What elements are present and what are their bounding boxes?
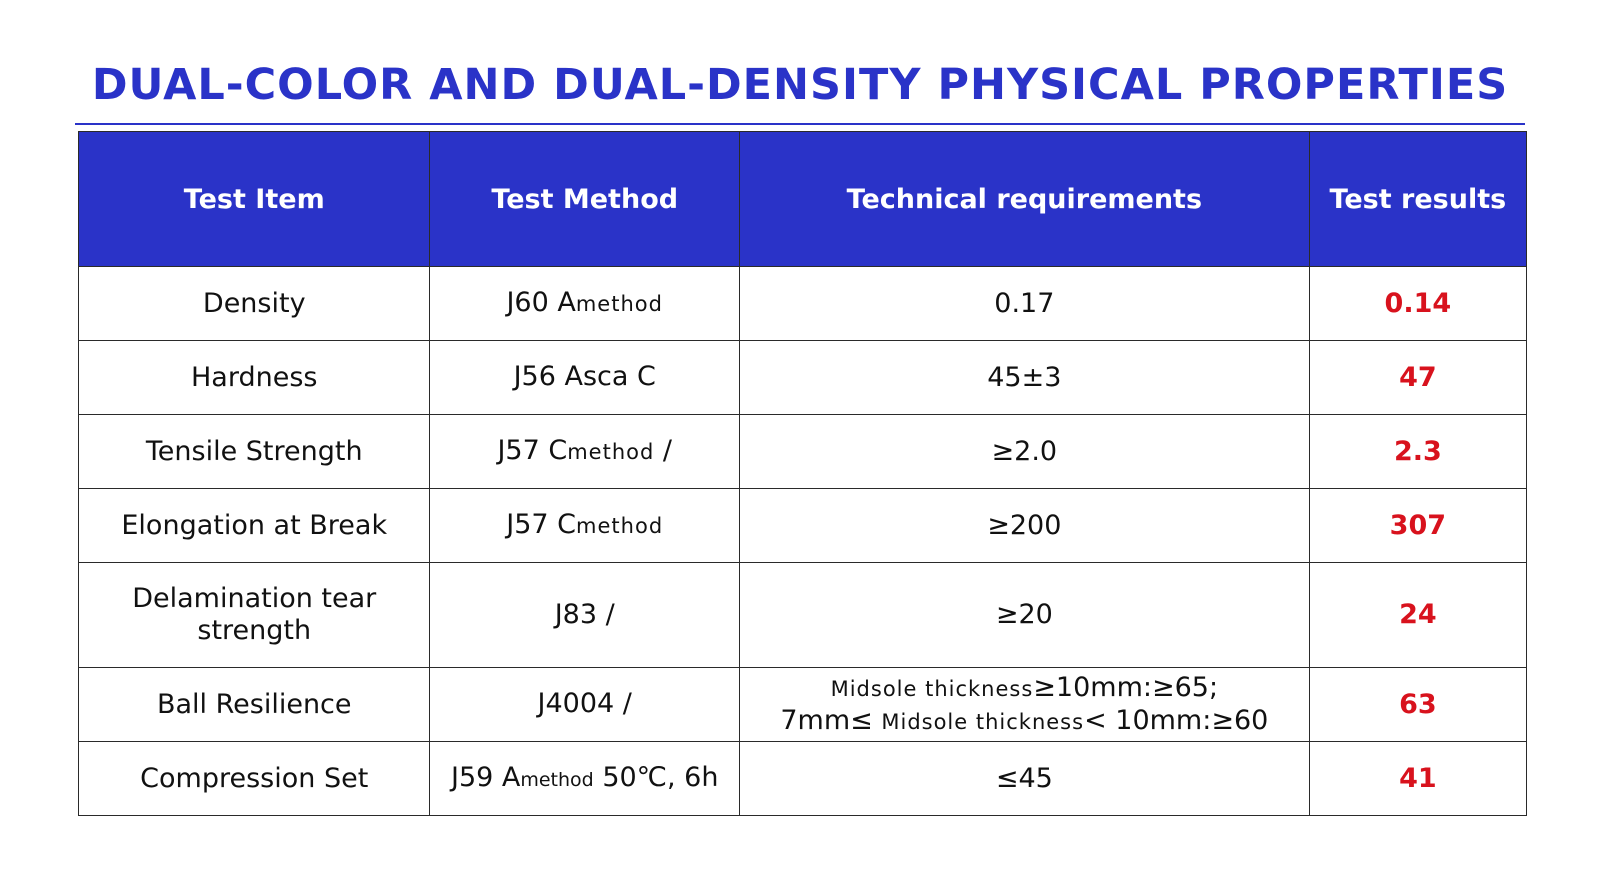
method-main: J57 C — [506, 509, 577, 540]
cell-test-item: Compression Set — [77, 741, 431, 816]
method-sub: method — [576, 514, 664, 538]
table-row: Compression Set J59 Amethod 50℃, 6h ≤45 … — [77, 741, 1528, 816]
cell-test-item: Tensile Strength — [77, 414, 431, 489]
cell-requirement: ≥20 — [738, 562, 1310, 668]
method-tail: / — [654, 435, 672, 466]
cell-test-method: J57 Cmethod — [429, 488, 740, 563]
cell-test-method: J60 Amethod — [429, 266, 740, 341]
requirement-value: ≥10mm:≥65; — [1033, 671, 1219, 703]
cell-requirement: ≤45 — [738, 741, 1310, 816]
header-test-results: Test results — [1308, 131, 1528, 267]
requirement-label: Midsole thickness — [881, 709, 1085, 734]
cell-requirement: 0.17 — [738, 266, 1310, 341]
cell-test-method: J56 Asca C — [429, 340, 740, 415]
table-row: Density J60 Amethod 0.17 0.14 — [77, 266, 1528, 341]
cell-requirement: ≥2.0 — [738, 414, 1310, 489]
method-sub: method — [567, 440, 655, 464]
page-title: DUAL-COLOR AND DUAL-DENSITY PHYSICAL PRO… — [91, 60, 1509, 110]
table-row: Hardness J56 Asca C 45±3 47 — [77, 340, 1528, 415]
properties-table: Test Item Test Method Technical requirem… — [77, 131, 1528, 816]
table-row: Tensile Strength J57 Cmethod / ≥2.0 2.3 — [77, 414, 1528, 489]
method-main: J4004 / — [537, 688, 632, 719]
cell-test-item: Hardness — [77, 340, 431, 415]
header-test-method: Test Method — [429, 131, 740, 267]
requirement-value: < 10mm:≥60 — [1084, 704, 1269, 736]
requirement-prefix: 7mm≤ — [780, 704, 882, 736]
table-row: Elongation at Break J57 Cmethod ≥200 307 — [77, 488, 1528, 563]
table-row: Delamination tear strength J83 / ≥20 24 — [77, 562, 1528, 668]
cell-requirement: ≥200 — [738, 488, 1310, 563]
cell-requirement: 45±3 — [738, 340, 1310, 415]
cell-test-item: Density — [77, 266, 431, 341]
cell-test-method: J57 Cmethod / — [429, 414, 740, 489]
cell-requirement: Midsole thickness≥10mm:≥65; 7mm≤ Midsole… — [738, 667, 1310, 742]
requirement-line-2: 7mm≤ Midsole thickness< 10mm:≥60 — [744, 705, 1305, 738]
cell-result: 41 — [1308, 741, 1528, 816]
method-main: J60 A — [506, 287, 576, 318]
method-sub: method — [575, 292, 663, 316]
method-main: J57 C — [497, 435, 568, 466]
cell-result: 0.14 — [1308, 266, 1528, 341]
cell-result: 2.3 — [1308, 414, 1528, 489]
requirement-label: Midsole thickness — [830, 676, 1034, 701]
cell-result: 63 — [1308, 667, 1528, 742]
cell-result: 307 — [1308, 488, 1528, 563]
method-sub: method — [520, 768, 594, 791]
method-main: J59 A — [450, 761, 521, 793]
header-row: Test Item Test Method Technical requirem… — [77, 131, 1528, 267]
requirement-line-1: Midsole thickness≥10mm:≥65; — [744, 672, 1305, 705]
header-technical-requirements: Technical requirements — [738, 131, 1310, 267]
method-tail: 50℃, 6h — [593, 761, 719, 793]
header-test-item: Test Item — [77, 131, 431, 267]
cell-test-method: J83 / — [429, 562, 740, 668]
cell-test-method: J59 Amethod 50℃, 6h — [429, 741, 740, 816]
cell-test-item: Elongation at Break — [77, 488, 431, 563]
cell-test-item: Delamination tear strength — [77, 562, 431, 668]
cell-test-item: Ball Resilience — [77, 667, 431, 742]
method-main: J56 Asca C — [513, 361, 656, 392]
table-row: Ball Resilience J4004 / Midsole thicknes… — [77, 667, 1528, 742]
cell-result: 24 — [1308, 562, 1528, 668]
title-underline — [75, 123, 1525, 125]
cell-result: 47 — [1308, 340, 1528, 415]
method-main: J83 / — [554, 598, 615, 630]
cell-test-method: J4004 / — [429, 667, 740, 742]
